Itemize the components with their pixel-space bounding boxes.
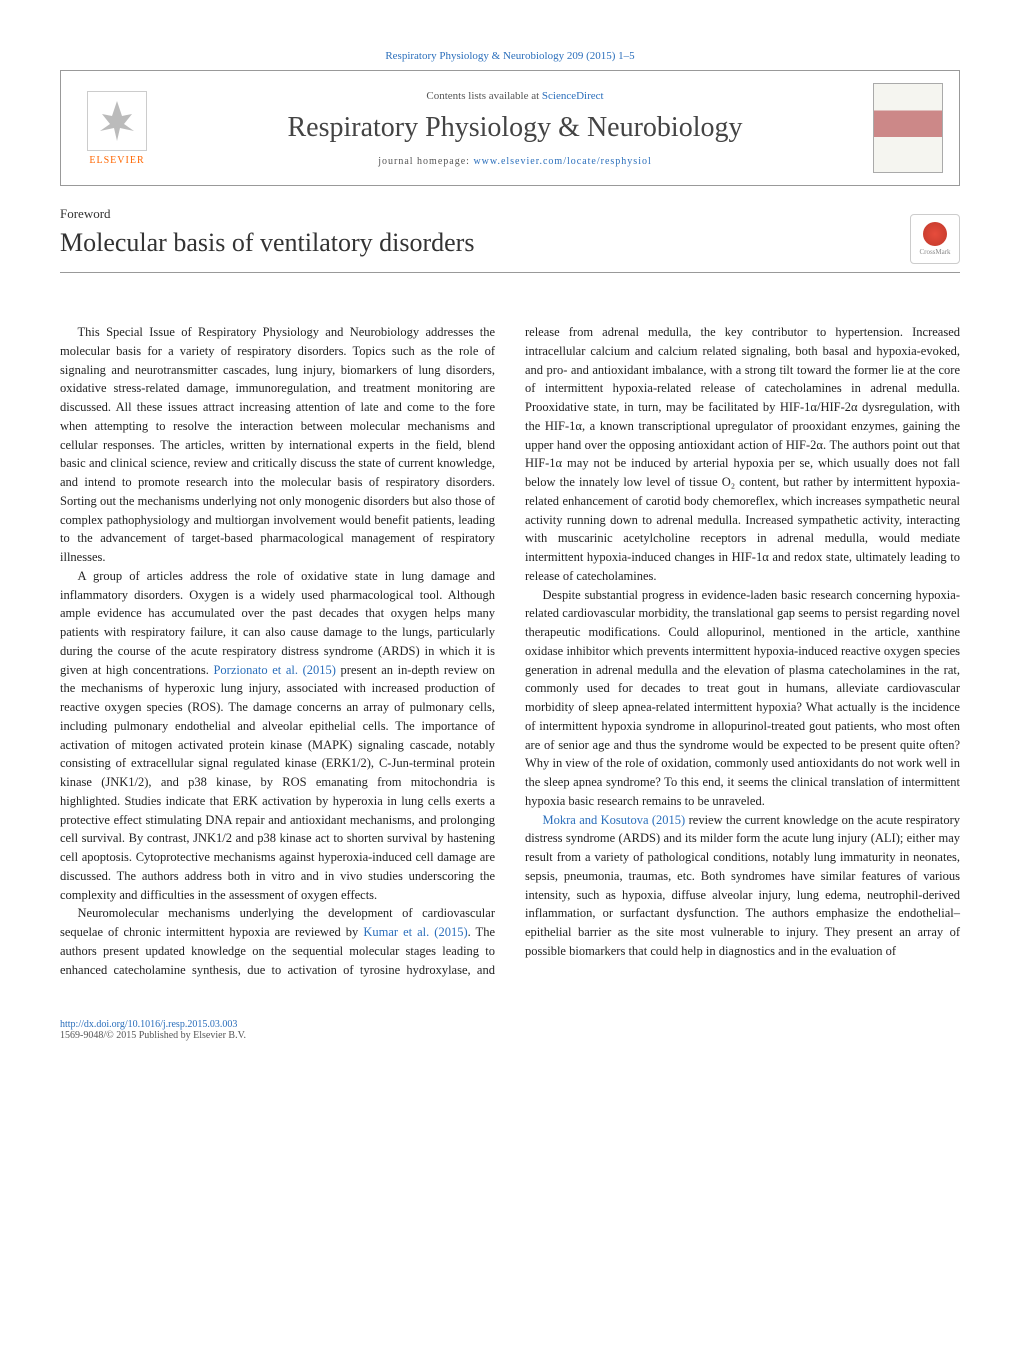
publisher-logo: ELSEVIER	[77, 83, 157, 173]
journal-name: Respiratory Physiology & Neurobiology	[177, 112, 853, 144]
paragraph-4: Despite substantial progress in evidence…	[525, 586, 960, 811]
elsevier-tree-icon	[87, 91, 147, 151]
ref-kumar[interactable]: Kumar et al. (2015)	[363, 925, 467, 939]
p5-post: review the current knowledge on the acut…	[525, 813, 960, 958]
footer: http://dx.doi.org/10.1016/j.resp.2015.03…	[60, 1019, 960, 1041]
home-prefix: journal homepage:	[378, 156, 473, 167]
issn-copyright: 1569-9048/© 2015 Published by Elsevier B…	[60, 1030, 960, 1041]
header-center: Contents lists available at ScienceDirec…	[157, 90, 873, 167]
paragraph-1: This Special Issue of Respiratory Physio…	[60, 323, 495, 567]
journal-homepage: journal homepage: www.elsevier.com/locat…	[177, 156, 853, 167]
paragraph-5: Mokra and Kosutova (2015) review the cur…	[525, 811, 960, 961]
sciencedirect-link[interactable]: ScienceDirect	[542, 90, 604, 102]
title-block: Foreword Molecular basis of ventilatory …	[60, 206, 960, 273]
contents-prefix: Contents lists available at	[426, 90, 541, 102]
ref-mokra[interactable]: Mokra and Kosutova (2015)	[543, 813, 686, 827]
article-title: Molecular basis of ventilatory disorders	[60, 228, 960, 258]
paragraph-2: A group of articles address the role of …	[60, 567, 495, 905]
doi-link[interactable]: http://dx.doi.org/10.1016/j.resp.2015.03…	[60, 1019, 960, 1030]
journal-header: ELSEVIER Contents lists available at Sci…	[60, 70, 960, 186]
ref-porzionato[interactable]: Porzionato et al. (2015)	[213, 663, 335, 677]
article-body: This Special Issue of Respiratory Physio…	[60, 323, 960, 979]
crossmark-badge[interactable]: CrossMark	[910, 214, 960, 264]
article-type: Foreword	[60, 206, 960, 222]
p2-pre: A group of articles address the role of …	[60, 569, 495, 677]
publisher-name: ELSEVIER	[89, 155, 144, 166]
crossmark-icon	[923, 222, 947, 246]
contents-available: Contents lists available at ScienceDirec…	[177, 90, 853, 102]
journal-cover-thumbnail	[873, 83, 943, 173]
crossmark-label: CrossMark	[919, 248, 950, 256]
p2-post: present an in-depth review on the mechan…	[60, 663, 495, 902]
homepage-link[interactable]: www.elsevier.com/locate/resphysiol	[473, 156, 651, 167]
journal-reference: Respiratory Physiology & Neurobiology 20…	[60, 50, 960, 62]
